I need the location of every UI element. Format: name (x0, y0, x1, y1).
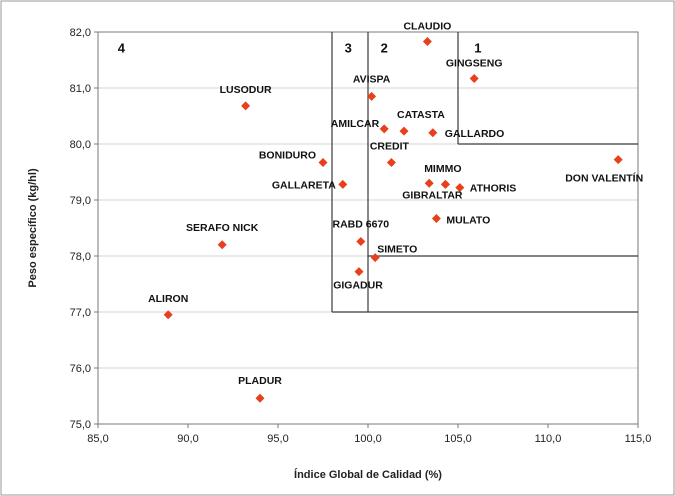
data-point (424, 178, 434, 188)
data-point (255, 393, 265, 403)
point-label: AMILCAR (331, 118, 380, 130)
point-label: ALIRON (148, 293, 188, 305)
point-label: RABD 6670 (332, 218, 389, 230)
data-point (241, 101, 251, 111)
point-label: CATASTA (397, 109, 445, 121)
y-tick-label: 77,0 (70, 307, 91, 319)
point-label: GALLARDO (445, 128, 505, 140)
x-tick-label: 95,0 (267, 433, 288, 445)
y-tick-label: 82,0 (70, 27, 91, 39)
data-point (440, 179, 450, 189)
data-points (163, 37, 623, 403)
y-tick-label: 79,0 (70, 195, 91, 207)
point-label: SIMETO (377, 244, 417, 256)
point-labels: CLAUDIO GINGSENG LUSODUR AVISPA CATASTA AMILC… (148, 21, 643, 388)
x-axis-ticks: 85,0 90,0 95,0 100,0 105,0 110,0 115,0 (87, 424, 651, 445)
x-tick-label: 100,0 (354, 433, 382, 445)
point-label: GINGSENG (446, 57, 503, 69)
y-tick-label: 78,0 (70, 251, 91, 263)
point-label: MIMMO (424, 163, 461, 175)
point-label: BONIDURO (259, 149, 316, 161)
data-point (367, 91, 377, 101)
zone-label: 3 (345, 41, 352, 56)
data-point (428, 128, 438, 138)
data-point (354, 267, 364, 277)
point-label: AVISPA (353, 73, 391, 85)
x-tick-label: 115,0 (625, 433, 652, 445)
y-tick-label: 81,0 (70, 83, 91, 95)
zone-labels: 4 3 2 1 (118, 41, 482, 56)
data-point (370, 253, 380, 263)
point-label: SERAFO NICK (186, 222, 259, 234)
zone-lines (331, 32, 638, 313)
zone-label: 4 (118, 41, 126, 56)
y-tick-label: 80,0 (70, 139, 91, 151)
x-tick-label: 90,0 (177, 433, 198, 445)
point-label: ATHORIS (470, 183, 516, 195)
point-label: DON VALENTÍN (565, 172, 643, 185)
data-point (455, 183, 465, 193)
point-label: CLAUDIO (403, 21, 451, 33)
data-point (356, 236, 366, 246)
y-tick-label: 75,0 (70, 419, 91, 431)
data-point (338, 179, 348, 189)
data-point (469, 73, 479, 83)
point-label: MULATO (446, 214, 490, 226)
data-point (379, 124, 389, 134)
x-tick-label: 110,0 (535, 433, 562, 445)
point-label: GIGADUR (333, 280, 383, 292)
data-point (163, 310, 173, 320)
y-axis-title: Peso específico (kg/hl) (27, 168, 39, 288)
point-label: GIBRALTAR (402, 189, 463, 201)
data-point (422, 37, 432, 47)
point-label: PLADUR (238, 375, 282, 387)
data-point (613, 155, 623, 165)
data-point (399, 126, 409, 136)
x-tick-label: 105,0 (444, 433, 472, 445)
y-tick-label: 76,0 (70, 363, 91, 375)
point-label: CREDIT (370, 140, 410, 152)
data-point (386, 157, 396, 167)
y-axis-ticks: 75,0 76,0 77,0 78,0 79,0 80,0 81,0 82,0 (70, 27, 98, 431)
point-label: LUSODUR (220, 84, 272, 96)
data-point (318, 157, 328, 167)
point-label: GALLARETA (272, 179, 336, 191)
x-axis-title: Índice Global de Calidad (%) (294, 468, 442, 481)
zone-label: 2 (381, 41, 388, 56)
data-point (217, 240, 227, 250)
zone-label: 1 (474, 41, 481, 56)
data-point (431, 213, 441, 223)
x-tick-label: 85,0 (87, 433, 108, 445)
